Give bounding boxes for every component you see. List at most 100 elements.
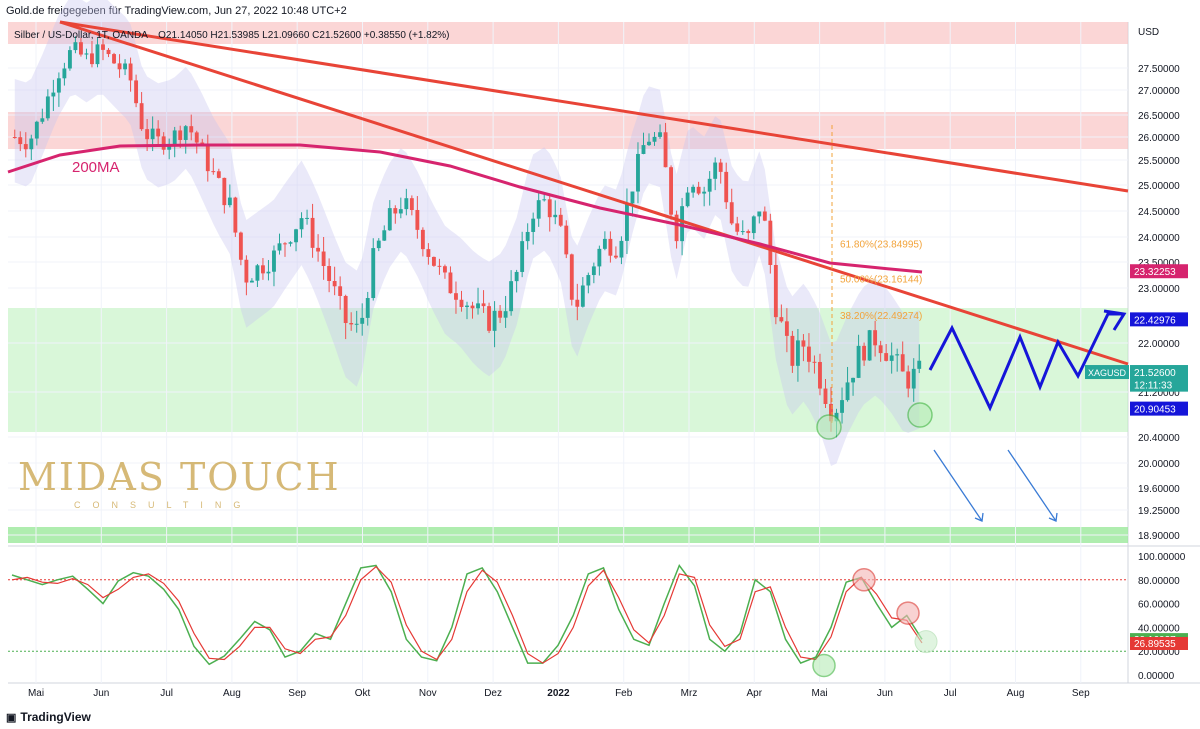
tradingview-footer: ▣ TradingView (0, 706, 1200, 728)
candle-body (636, 153, 640, 192)
candle-body (244, 259, 249, 283)
candle-body (696, 186, 701, 194)
y-tick-label: 23.00000 (1138, 284, 1180, 295)
candle-body (630, 191, 635, 204)
candle-body (663, 132, 668, 168)
candle-body (514, 271, 519, 282)
candle-body (294, 229, 298, 243)
stoch-tag-bg (1130, 636, 1188, 650)
candle-body (746, 231, 751, 234)
y-tick-label: 19.25000 (1138, 506, 1180, 517)
candle-body (878, 345, 883, 354)
candle-body (277, 243, 282, 251)
price-tag-bg (1130, 365, 1188, 380)
stoch-tag-label: 26.89535 (1134, 639, 1176, 650)
candle-body (845, 382, 850, 401)
candle-body (613, 255, 618, 258)
candle-body (365, 298, 370, 318)
stoch-y-tick-label: 60.00000 (1138, 600, 1180, 611)
symbol-tag-bg (1085, 365, 1129, 380)
y-axis-unit: USD (1138, 27, 1159, 38)
resistance-zone-top (8, 22, 1128, 44)
candle-body (779, 317, 784, 322)
y-tick-label: 25.00000 (1138, 181, 1180, 192)
x-tick-label: Jul (160, 688, 173, 699)
candle-body (724, 171, 729, 203)
candle-body (476, 303, 480, 309)
candle-body (911, 368, 916, 389)
candle-body (498, 310, 503, 318)
price-tag-bg (1130, 264, 1188, 279)
candle-body (404, 198, 409, 210)
candle-body (729, 202, 734, 224)
y-tick-label: 20.00000 (1138, 459, 1180, 470)
candle-body (509, 281, 514, 312)
candle-body (29, 138, 34, 150)
candle-body (619, 240, 624, 258)
candle-body (112, 54, 116, 64)
candle-body (459, 299, 464, 308)
candle-body (823, 388, 828, 404)
price-chart[interactable]: 200MA 61.80%(23.84995) 50.00%(23.16144) 38.… (0, 0, 1200, 706)
candle-body (84, 53, 89, 55)
candle-body (481, 303, 486, 307)
candle-body (316, 247, 321, 252)
candle-body (569, 254, 574, 300)
candle-body (18, 137, 23, 145)
candle-body (90, 53, 94, 65)
price-tag-bg (1130, 377, 1188, 392)
y-tick-label: 23.50000 (1138, 258, 1180, 269)
candle-body (713, 162, 718, 179)
x-tick-label: Aug (223, 688, 241, 699)
candle-body (669, 167, 673, 215)
stoch-d-line (11, 565, 923, 664)
candle-body (487, 306, 491, 331)
candle-body (194, 132, 199, 143)
candle-body (343, 295, 348, 324)
forecast-arrowhead-2 (1048, 512, 1058, 522)
candle-body (536, 200, 541, 219)
candle-body (762, 211, 767, 221)
candle-body (106, 49, 111, 55)
candle-body (200, 142, 205, 145)
candle-body (382, 230, 387, 241)
candle-body (145, 129, 150, 140)
candle-body (34, 121, 39, 139)
x-tick-label: Sep (288, 688, 306, 699)
stoch-y-tick-label: 40.00000 (1138, 623, 1180, 634)
price-tag-label: 22.42976 (1134, 315, 1176, 326)
candle-body (261, 265, 265, 274)
candle-body (101, 44, 105, 50)
candle-body (685, 192, 690, 207)
stoch-k-line (11, 563, 923, 666)
candle-body (580, 285, 585, 307)
x-tick-label: Sep (1072, 688, 1090, 699)
candle-body (299, 218, 304, 230)
candle-body (238, 232, 243, 260)
candle-body (249, 280, 254, 283)
candle-body (597, 248, 602, 267)
x-tick-label: Jul (944, 688, 957, 699)
support-circle-2 (907, 402, 933, 428)
candle-body (205, 144, 210, 172)
candle-body (448, 272, 453, 294)
candle-body (398, 209, 403, 214)
candle-body (161, 136, 166, 150)
stochastic-plot-area (8, 548, 1128, 683)
projection-zigzag (928, 312, 1124, 412)
candle-body (376, 240, 381, 249)
candle-body (415, 209, 420, 230)
candle-body (305, 217, 309, 219)
candle-body (426, 249, 431, 257)
candle-body (79, 42, 83, 55)
candle-body (575, 299, 580, 307)
candle-body (641, 145, 646, 154)
y-tick-label: 25.50000 (1138, 156, 1180, 167)
candle-body (123, 63, 127, 70)
watermark-title: MIDAS TOUCH (18, 455, 341, 499)
resistance-zone-mid (8, 112, 1128, 149)
candle-body (812, 361, 817, 363)
stoch-y-tick-label: 0.00000 (1138, 671, 1175, 682)
candle-body (520, 241, 525, 272)
candle-body (884, 353, 889, 361)
